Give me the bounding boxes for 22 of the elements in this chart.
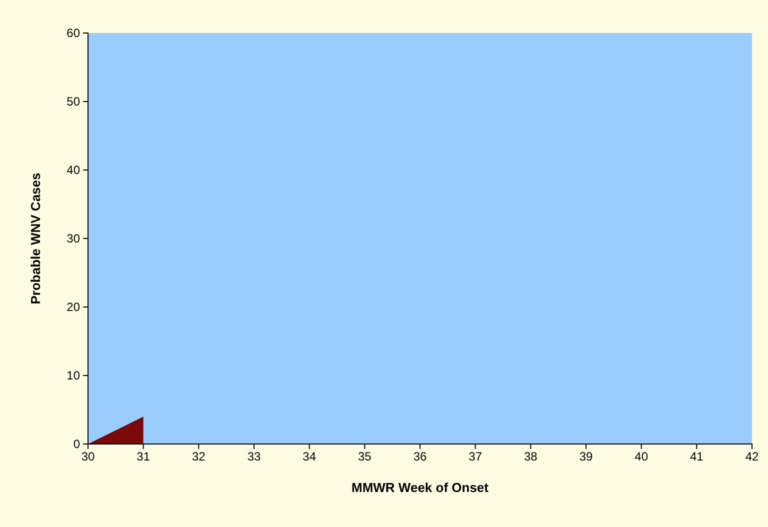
y-tick-label: 10 (66, 368, 80, 382)
x-axis-title: MMWR Week of Onset (352, 480, 490, 495)
y-tick-label: 50 (66, 94, 80, 108)
x-tick-label: 38 (524, 450, 538, 464)
y-tick-label: 60 (66, 26, 80, 40)
x-tick-label: 42 (745, 450, 759, 464)
x-tick-label: 35 (358, 450, 372, 464)
x-tick-label: 41 (690, 450, 704, 464)
x-tick-label: 31 (136, 450, 150, 464)
y-axis-title: Probable WNV Cases (28, 172, 43, 304)
x-tick-label: 34 (302, 450, 316, 464)
y-tick-label: 0 (73, 436, 80, 451)
x-tick-label: 32 (192, 450, 206, 464)
y-tick-label: 20 (66, 300, 80, 314)
x-tick-label: 37 (468, 450, 482, 464)
x-tick-label: 33 (247, 450, 261, 464)
x-tick-label: 40 (634, 450, 648, 464)
y-tick-label: 40 (66, 162, 80, 177)
x-tick-label: 39 (579, 450, 593, 464)
x-tick-label: 30 (81, 450, 95, 464)
x-tick-label: 36 (413, 450, 427, 464)
y-tick-label: 30 (66, 231, 80, 246)
